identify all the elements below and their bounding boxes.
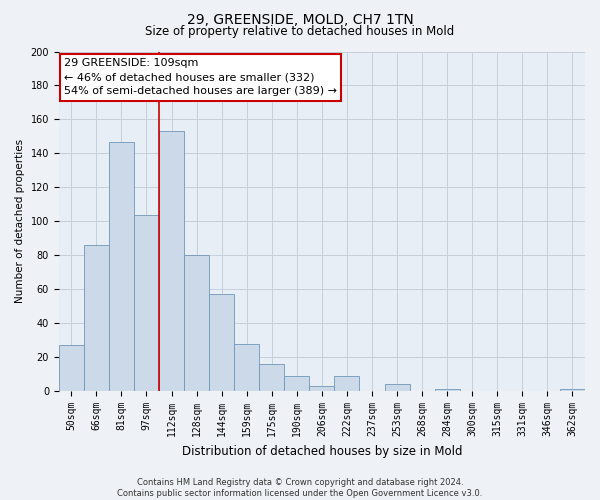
Y-axis label: Number of detached properties: Number of detached properties <box>15 140 25 304</box>
Text: Contains HM Land Registry data © Crown copyright and database right 2024.
Contai: Contains HM Land Registry data © Crown c… <box>118 478 482 498</box>
Text: 29 GREENSIDE: 109sqm
← 46% of detached houses are smaller (332)
54% of semi-deta: 29 GREENSIDE: 109sqm ← 46% of detached h… <box>64 58 337 96</box>
Bar <box>84 245 109 391</box>
Bar <box>259 364 284 391</box>
Bar <box>109 142 134 391</box>
Text: 29, GREENSIDE, MOLD, CH7 1TN: 29, GREENSIDE, MOLD, CH7 1TN <box>187 12 413 26</box>
Bar <box>560 390 585 391</box>
Bar <box>134 214 159 391</box>
Bar <box>334 376 359 391</box>
Bar <box>284 376 310 391</box>
X-axis label: Distribution of detached houses by size in Mold: Distribution of detached houses by size … <box>182 444 462 458</box>
Bar <box>234 344 259 391</box>
Bar <box>59 346 84 391</box>
Bar <box>385 384 410 391</box>
Bar <box>310 386 334 391</box>
Bar <box>184 256 209 391</box>
Bar <box>434 390 460 391</box>
Bar <box>159 132 184 391</box>
Bar <box>209 294 234 391</box>
Text: Size of property relative to detached houses in Mold: Size of property relative to detached ho… <box>145 25 455 38</box>
